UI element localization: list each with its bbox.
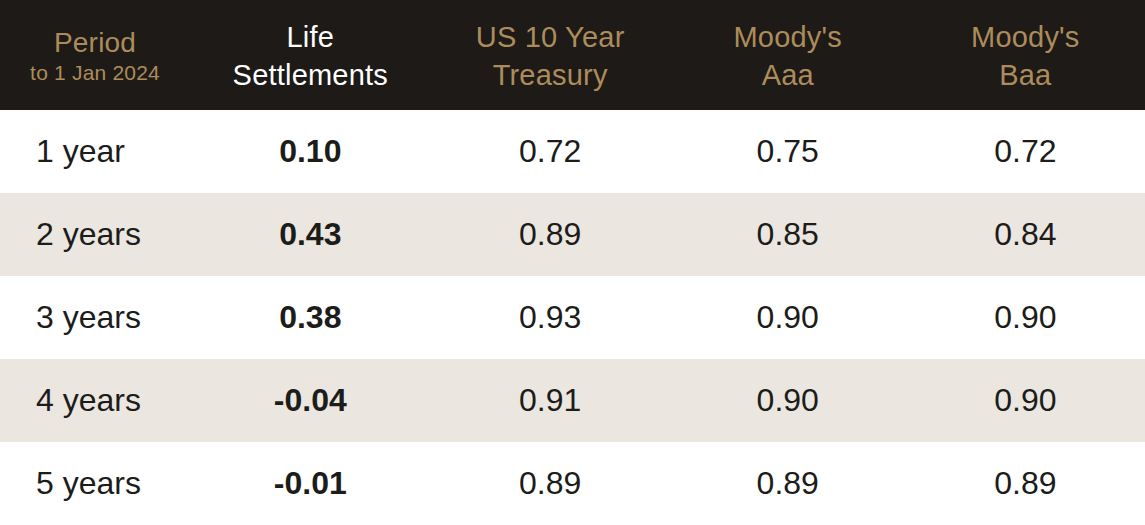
value-cell-moodys-aaa: 0.90	[670, 276, 906, 359]
header-moodys-baa-line2: Baa	[906, 56, 1145, 94]
value-cell-moodys-aaa: 0.75	[670, 110, 906, 193]
value-cell-us10y: 0.89	[431, 193, 670, 276]
value-cell-moodys-baa: 0.84	[906, 193, 1145, 276]
table-row-5-years: 5 years -0.01 0.89 0.89 0.89	[0, 442, 1145, 525]
table-row-4-years: 4 years -0.04 0.91 0.90 0.90	[0, 359, 1145, 442]
correlation-table: Period to 1 Jan 2024 Life Settlements US…	[0, 0, 1145, 525]
header-moodys-aaa-line1: Moody's	[670, 18, 906, 56]
header-us10y-line1: US 10 Year	[431, 18, 670, 56]
header-moodys-baa: Moody's Baa	[906, 0, 1145, 110]
value-cell-moodys-baa: 0.90	[906, 359, 1145, 442]
header-life-settlements-line2: Settlements	[190, 56, 430, 94]
period-cell: 3 years	[0, 276, 190, 359]
header-us-10-year-treasury: US 10 Year Treasury	[431, 0, 670, 110]
period-cell: 4 years	[0, 359, 190, 442]
table-row-2-years: 2 years 0.43 0.89 0.85 0.84	[0, 193, 1145, 276]
table-row-3-years: 3 years 0.38 0.93 0.90 0.90	[0, 276, 1145, 359]
value-cell-life-settlements: 0.43	[190, 193, 430, 276]
value-cell-us10y: 0.72	[431, 110, 670, 193]
value-cell-moodys-aaa: 0.85	[670, 193, 906, 276]
header-life-settlements: Life Settlements	[190, 0, 430, 110]
value-cell-moodys-baa: 0.90	[906, 276, 1145, 359]
value-cell-life-settlements: -0.04	[190, 359, 430, 442]
value-cell-us10y: 0.93	[431, 276, 670, 359]
table-row-1-year: 1 year 0.10 0.72 0.75 0.72	[0, 110, 1145, 193]
value-cell-moodys-aaa: 0.89	[670, 442, 906, 525]
header-period-title: Period	[0, 26, 190, 60]
header-row: Period to 1 Jan 2024 Life Settlements US…	[0, 0, 1145, 110]
header-period-subtitle: to 1 Jan 2024	[0, 60, 190, 86]
header-moodys-aaa: Moody's Aaa	[670, 0, 906, 110]
value-cell-moodys-baa: 0.89	[906, 442, 1145, 525]
period-cell: 5 years	[0, 442, 190, 525]
value-cell-us10y: 0.91	[431, 359, 670, 442]
header-period: Period to 1 Jan 2024	[0, 0, 190, 110]
value-cell-life-settlements: -0.01	[190, 442, 430, 525]
value-cell-us10y: 0.89	[431, 442, 670, 525]
value-cell-moodys-baa: 0.72	[906, 110, 1145, 193]
header-life-settlements-line1: Life	[190, 18, 430, 56]
header-us10y-line2: Treasury	[431, 56, 670, 94]
value-cell-moodys-aaa: 0.90	[670, 359, 906, 442]
period-cell: 1 year	[0, 110, 190, 193]
value-cell-life-settlements: 0.38	[190, 276, 430, 359]
value-cell-life-settlements: 0.10	[190, 110, 430, 193]
header-moodys-aaa-line2: Aaa	[670, 56, 906, 94]
period-cell: 2 years	[0, 193, 190, 276]
header-moodys-baa-line1: Moody's	[906, 18, 1145, 56]
